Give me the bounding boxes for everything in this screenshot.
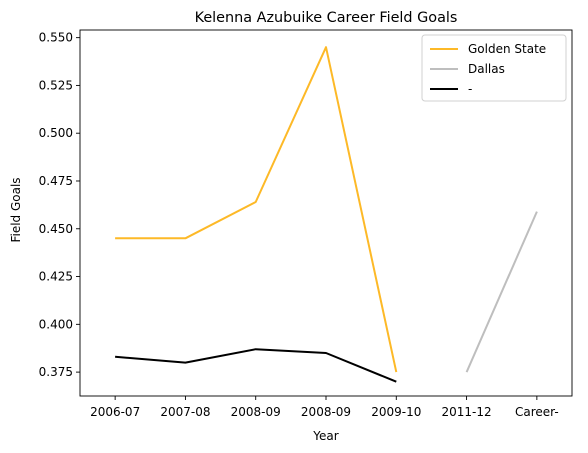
legend: Golden State Dallas - bbox=[421, 34, 567, 102]
series-line-1 bbox=[465, 211, 538, 373]
series-line-2 bbox=[115, 348, 397, 383]
x-tick-label: 2008-09 bbox=[231, 405, 281, 419]
x-tick-label: Career- bbox=[515, 405, 559, 419]
legend-label-0: Golden State bbox=[468, 42, 546, 56]
y-tick-label: 0.450 bbox=[39, 222, 73, 236]
legend-box bbox=[421, 34, 567, 102]
legend-label-1: Dallas bbox=[468, 62, 505, 76]
y-tick-label: 0.425 bbox=[39, 270, 73, 284]
y-tick-label: 0.500 bbox=[39, 126, 73, 140]
y-tick-label: 0.400 bbox=[39, 317, 73, 331]
y-tick-label: 0.375 bbox=[39, 365, 73, 379]
series-line-0 bbox=[115, 46, 398, 373]
y-tick-label: 0.475 bbox=[39, 174, 73, 188]
x-axis: 2006-07 2007-08 2008-09 2008-09 2009-10 2011-… bbox=[90, 396, 559, 419]
y-tick-label: 0.525 bbox=[39, 78, 73, 92]
x-tick-label: 2008-09 bbox=[301, 405, 351, 419]
x-tick-label: 2009-10 bbox=[371, 405, 421, 419]
legend-label-2: - bbox=[468, 82, 472, 96]
chart-title: Kelenna Azubuike Career Field Goals bbox=[195, 10, 458, 26]
x-axis-label: Year bbox=[312, 429, 338, 443]
y-axis-label: Field Goals bbox=[9, 177, 23, 242]
x-tick-label: 2007-08 bbox=[160, 405, 210, 419]
x-tick-label: 2011-12 bbox=[442, 405, 492, 419]
y-axis: 0.375 0.400 0.425 0.450 0.475 0.500 0.525 0.550 bbox=[39, 31, 80, 379]
y-tick-label: 0.550 bbox=[39, 31, 73, 45]
x-tick-label: 2006-07 bbox=[90, 405, 140, 419]
